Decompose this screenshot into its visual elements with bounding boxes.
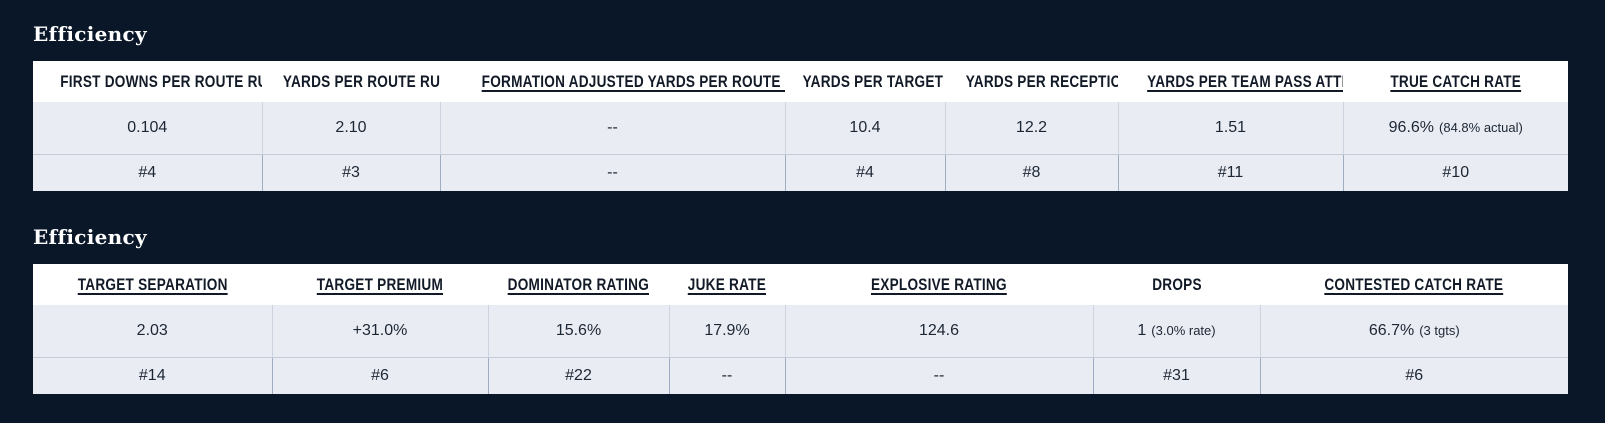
efficiency-table-1: FIRST DOWNS PER ROUTE RUN YARDS PER ROUT… <box>33 61 1568 191</box>
column-header-link[interactable]: DOMINATOR RATING <box>507 274 650 294</box>
column-header-link[interactable]: FORMATION ADJUSTED YARDS PER ROUTE RUN <box>481 71 785 91</box>
stat-value-cell: 2.10 <box>262 102 441 155</box>
stat-rank-cell: -- <box>669 357 786 394</box>
stat-value: 66.7% <box>1368 322 1415 339</box>
stat-rank-cell: #22 <box>488 357 670 394</box>
column-header: DROPS <box>1093 264 1260 305</box>
column-header-label: YARDS PER ROUTE RUN <box>282 71 440 91</box>
efficiency-section-1: Efficiency FIRST DOWNS PER ROUTE RUN YAR… <box>33 23 1568 191</box>
stat-value: 1.51 <box>1214 119 1247 136</box>
stat-value-note: (3 tgts) <box>1419 323 1460 338</box>
stat-value: 12.2 <box>1015 119 1048 136</box>
column-header: YARDS PER TEAM PASS ATTEMPT <box>1118 61 1343 102</box>
stat-value-cell: +31.0% <box>272 305 489 358</box>
stat-value-cell: 1 (3.0% rate) <box>1093 305 1261 358</box>
stat-rank-cell: #3 <box>262 154 441 191</box>
stat-value-cell: 66.7% (3 tgts) <box>1260 305 1568 358</box>
column-header: YARDS PER ROUTE RUN <box>262 61 440 102</box>
column-header-link[interactable]: YARDS PER TEAM PASS ATTEMPT <box>1147 71 1343 91</box>
stat-value-cell: 17.9% <box>669 305 786 358</box>
efficiency-table-2: TARGET SEPARATION TARGET PREMIUM DOMINAT… <box>33 264 1568 394</box>
stat-value-note: (3.0% rate) <box>1151 323 1216 338</box>
stat-value: 2.10 <box>335 119 367 136</box>
stat-value-cell: 1.51 <box>1118 102 1344 155</box>
stat-value: 2.03 <box>136 322 168 339</box>
column-header-link[interactable]: JUKE RATE <box>687 274 767 294</box>
column-header-link[interactable]: TARGET SEPARATION <box>77 274 228 294</box>
header-row: FIRST DOWNS PER ROUTE RUN YARDS PER ROUT… <box>33 61 1568 102</box>
column-header: DOMINATOR RATING <box>488 264 669 305</box>
column-header: FIRST DOWNS PER ROUTE RUN <box>33 61 262 102</box>
column-header: TARGET SEPARATION <box>33 264 272 305</box>
stat-value: 0.104 <box>127 119 168 136</box>
stat-value-cell: 10.4 <box>785 102 946 155</box>
values-row: 2.03 +31.0% 15.6% 17.9% 124.6 1 (3.0% rat… <box>33 305 1568 358</box>
stat-value-cell: 124.6 <box>785 305 1094 358</box>
stat-value: 1 <box>1137 322 1147 339</box>
stat-value-cell: 15.6% <box>488 305 670 358</box>
stat-value-cell: 96.6% (84.8% actual) <box>1343 102 1568 155</box>
column-header: JUKE RATE <box>669 264 785 305</box>
stat-value: 124.6 <box>918 322 960 339</box>
column-header: YARDS PER RECEPTION <box>945 61 1118 102</box>
stat-value: 10.4 <box>849 119 881 136</box>
column-header-label: YARDS PER RECEPTION <box>965 71 1118 91</box>
column-header: YARDS PER TARGET <box>785 61 945 102</box>
column-header-link[interactable]: CONTESTED CATCH RATE <box>1324 274 1504 294</box>
column-header-label: DROPS <box>1151 274 1202 294</box>
column-header-label: YARDS PER TARGET <box>802 71 944 91</box>
stat-value-cell: 12.2 <box>945 102 1119 155</box>
stat-value-cell: 0.104 <box>33 102 263 155</box>
stat-rank-cell: #8 <box>945 154 1119 191</box>
stat-rank-cell: #6 <box>272 357 489 394</box>
section-title: Efficiency <box>33 225 147 249</box>
column-header: TRUE CATCH RATE <box>1343 61 1568 102</box>
stat-value: 96.6% <box>1388 119 1435 136</box>
stat-rank-cell: #11 <box>1118 154 1344 191</box>
stat-rank-cell: #4 <box>33 154 263 191</box>
stat-rank-cell: #6 <box>1260 357 1568 394</box>
stat-value-cell: 2.03 <box>33 305 273 358</box>
column-header-link[interactable]: TRUE CATCH RATE <box>1390 71 1521 91</box>
stat-rank-cell: #31 <box>1093 357 1261 394</box>
column-header: TARGET PREMIUM <box>272 264 488 305</box>
ranks-row: #4 #3 -- #4 #8 #11 #10 <box>33 154 1568 191</box>
stat-value-note: (84.8% actual) <box>1439 120 1523 135</box>
column-header-label: FIRST DOWNS PER ROUTE RUN <box>60 71 262 91</box>
values-row: 0.104 2.10 -- 10.4 12.2 1.51 96.6% (84.8%… <box>33 102 1568 155</box>
stat-value: 17.9% <box>704 322 750 339</box>
ranks-row: #14 #6 #22 -- -- #31 #6 <box>33 357 1568 394</box>
column-header: CONTESTED CATCH RATE <box>1260 264 1568 305</box>
page-content: Efficiency FIRST DOWNS PER ROUTE RUN YAR… <box>33 23 1568 394</box>
column-header: FORMATION ADJUSTED YARDS PER ROUTE RUN <box>440 61 785 102</box>
header-row: TARGET SEPARATION TARGET PREMIUM DOMINAT… <box>33 264 1568 305</box>
stat-rank-cell: #14 <box>33 357 273 394</box>
column-header-link[interactable]: EXPLOSIVE RATING <box>871 274 1007 294</box>
stat-rank-cell: -- <box>440 154 786 191</box>
column-header-link[interactable]: TARGET PREMIUM <box>316 274 444 294</box>
stat-rank-cell: -- <box>785 357 1094 394</box>
column-header: EXPLOSIVE RATING <box>785 264 1093 305</box>
stat-value: -- <box>607 119 618 136</box>
stat-value: 15.6% <box>555 322 602 339</box>
stat-rank-cell: #4 <box>785 154 946 191</box>
stat-rank-cell: #10 <box>1343 154 1568 191</box>
stat-value: +31.0% <box>352 322 408 339</box>
efficiency-section-2: Efficiency TARGET SEPARATION TARGET PREM… <box>33 226 1568 394</box>
stat-value-cell: -- <box>440 102 786 155</box>
section-title: Efficiency <box>33 22 147 46</box>
